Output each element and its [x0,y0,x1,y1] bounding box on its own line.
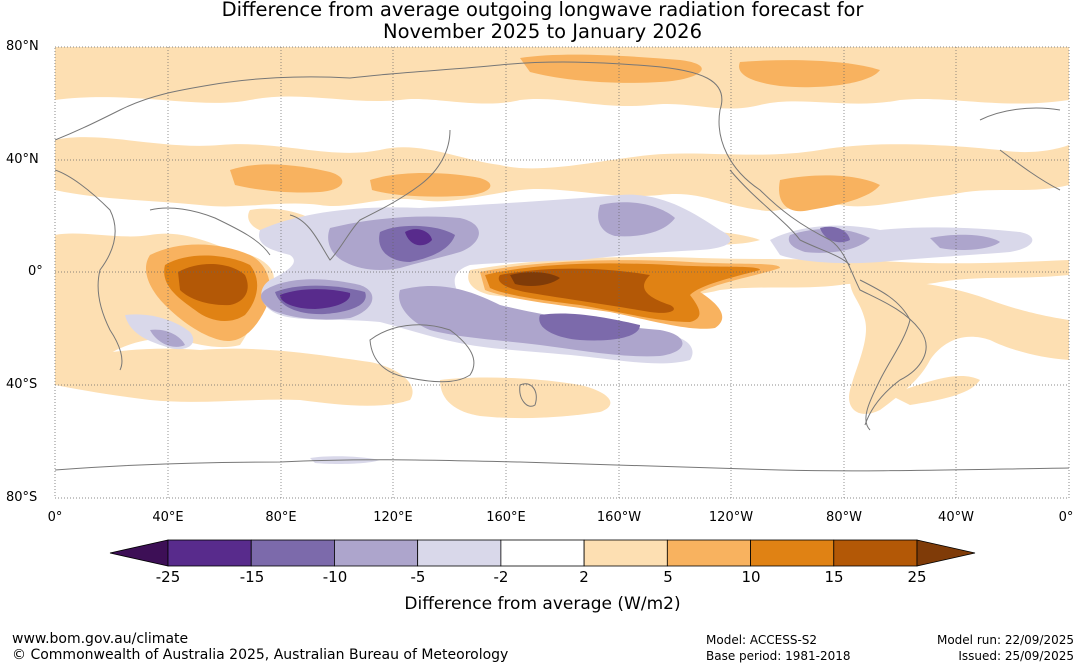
colorbar-swatch [250,539,335,567]
colorbar-tick-label: 15 [824,568,844,586]
colorbar-swatch [750,539,835,567]
colorbar-tick-label: 10 [741,568,761,586]
colorbar [109,539,976,567]
colorbar-swatch [500,539,585,567]
footer-website: www.bom.gov.au/climate [12,631,189,647]
lat-label-80n: 80°N [6,39,39,54]
colorbar-swatch [666,539,751,567]
colorbar-extend-high [916,539,976,567]
positive-anomaly-extreme-region [510,272,560,286]
negative-anomaly-very-strong-regions [280,229,432,309]
map-frame [54,46,1070,499]
colorbar-tick-label: 25 [907,568,927,586]
map-gridlines [55,47,1069,498]
lon-label-160w: 160°W [596,510,642,525]
colorbar-tick-label: -5 [410,568,426,586]
colorbar-tick-label: -25 [155,568,181,586]
colorbar-title: Difference from average (W/m2) [404,594,681,614]
colorbar-swatch [334,539,419,567]
colorbar-tick-label: -15 [239,568,265,586]
lon-label-0-left: 0° [47,510,63,525]
lat-label-40s: 40°S [6,377,38,392]
colorbar-tick-label: -10 [322,568,348,586]
footer-model-run: Model run: 22/09/2025 [936,633,1074,647]
footer-copyright: © Commonwealth of Australia 2025, Austra… [12,647,509,663]
lon-label-80w: 80°W [826,510,862,525]
colorbar-tick-label: 5 [663,568,673,586]
lon-label-160e: 160°E [486,510,526,525]
lon-label-120e: 120°E [373,510,413,525]
footer-base-period: Base period: 1981-2018 [706,649,851,663]
footer-model: Model: ACCESS-S2 [706,633,818,647]
lon-label-40e: 40°E [152,510,184,525]
colorbar-swatch [833,539,918,567]
lat-label-equator: 0° [28,264,43,279]
lat-label-80s: 80°S [6,490,38,505]
colorbar-swatch [583,539,668,567]
footer-issued: Issued: 25/09/2025 [958,649,1074,663]
colorbar-swatch [417,539,502,567]
lat-label-40n: 40°N [6,152,39,167]
map-title-line1: Difference from average outgoing longwav… [221,0,864,21]
colorbar-swatch [167,539,252,567]
colorbar-tick-label: 2 [579,568,589,586]
lon-label-40w: 40°W [938,510,974,525]
lon-label-0-right: 0° [1058,510,1074,525]
coastlines [55,61,1069,472]
lon-label-120w: 120°W [708,510,754,525]
lon-label-80e: 80°E [265,510,297,525]
colorbar-extend-low [109,539,169,567]
colorbar-tick-label: -2 [493,568,509,586]
map-title-line2: November 2025 to January 2026 [383,20,702,43]
